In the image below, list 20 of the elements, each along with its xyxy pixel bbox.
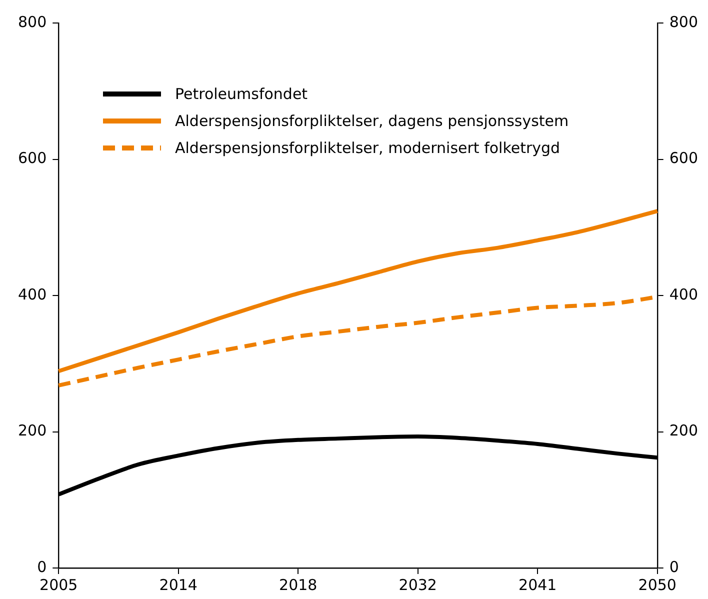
y-tick-label: 600 [18, 149, 47, 168]
legend-label: Alderspensjonsforpliktelser, dagens pensjonssystem [175, 112, 569, 130]
y-tick-label: 200 [18, 422, 47, 440]
x-tick-label: 2050 [638, 576, 676, 594]
x-tick-label: 2014 [159, 576, 198, 594]
y2-tick-label: 200 [669, 422, 698, 440]
x-tick-label: 2041 [518, 576, 557, 594]
line-series [56, 209, 660, 374]
x-tick-label: 2018 [279, 576, 318, 594]
x-tick-label: 2005 [40, 576, 78, 594]
legend-label: Alderspensjonsforpliktelser, modernisert folketrygd [175, 138, 560, 156]
y2-tick-label: 400 [669, 285, 698, 304]
y2-tick-label: 0 [669, 558, 679, 576]
y2-tick-label: 600 [669, 149, 698, 168]
y-tick-label: 800 [18, 12, 47, 31]
y2-tick-label: 800 [669, 12, 698, 31]
legend-label: Petroleumsfondet [175, 84, 308, 102]
y-tick-label: 0 [37, 558, 47, 576]
y-tick-label: 400 [18, 285, 47, 304]
x-tick-label: 2032 [398, 576, 437, 594]
